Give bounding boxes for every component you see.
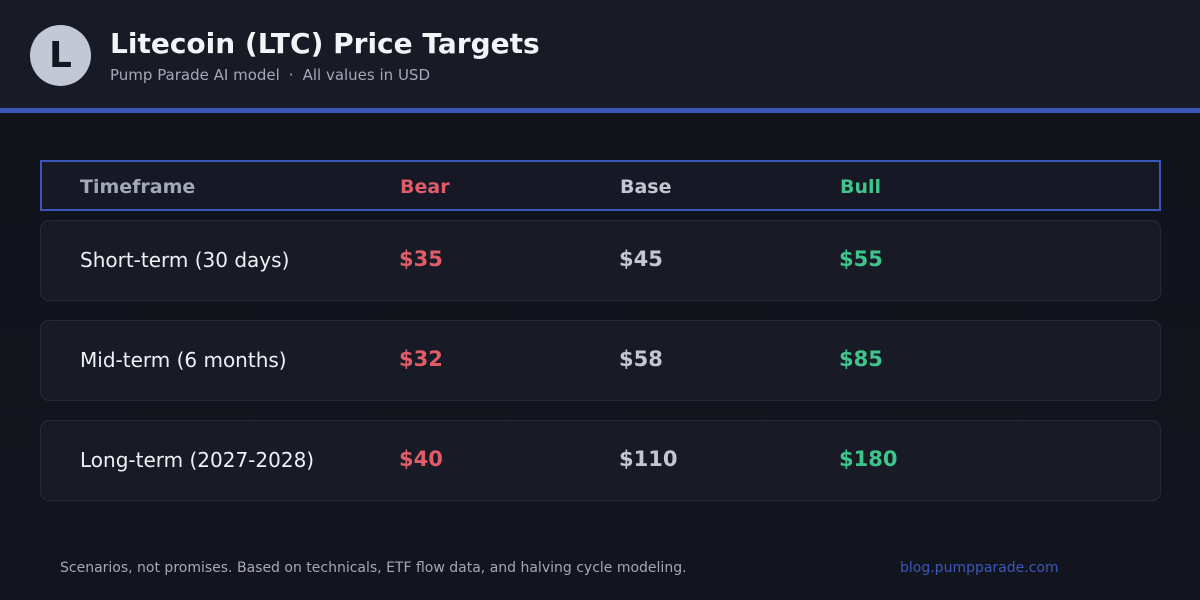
header-timeframe: Timeframe bbox=[80, 176, 196, 198]
row-base-value: $110 bbox=[619, 447, 678, 471]
row-bull-value: $180 bbox=[839, 447, 898, 471]
disclaimer-note: Scenarios, not promises. Based on techni… bbox=[60, 560, 687, 576]
header-base: Base bbox=[620, 176, 672, 198]
table-row: Mid-term (6 months) $32 $58 $85 bbox=[40, 320, 1161, 401]
litecoin-logo-icon: L bbox=[30, 25, 91, 86]
page-subtitle: Pump Parade AI model · All values in USD bbox=[110, 66, 430, 84]
header-bear: Bear bbox=[400, 176, 450, 198]
row-timeframe: Short-term (30 days) bbox=[80, 248, 290, 272]
header-accent-divider bbox=[0, 108, 1200, 113]
subtitle-units: All values in USD bbox=[302, 66, 430, 84]
subtitle-source: Pump Parade AI model bbox=[110, 66, 280, 84]
row-bear-value: $40 bbox=[399, 447, 443, 471]
header-bull: Bull bbox=[840, 176, 882, 198]
subtitle-separator: · bbox=[288, 66, 294, 84]
table-row: Long-term (2027-2028) $40 $110 $180 bbox=[40, 420, 1161, 501]
table-header: Timeframe Bear Base Bull bbox=[40, 160, 1161, 211]
row-timeframe: Mid-term (6 months) bbox=[80, 348, 287, 372]
row-bear-value: $32 bbox=[399, 347, 443, 371]
header: L Litecoin (LTC) Price Targets Pump Para… bbox=[0, 0, 1200, 108]
page-title: Litecoin (LTC) Price Targets bbox=[110, 27, 540, 60]
row-bull-value: $55 bbox=[839, 247, 883, 271]
row-base-value: $58 bbox=[619, 347, 663, 371]
row-bear-value: $35 bbox=[399, 247, 443, 271]
row-timeframe: Long-term (2027-2028) bbox=[80, 448, 315, 472]
row-bull-value: $85 bbox=[839, 347, 883, 371]
row-base-value: $45 bbox=[619, 247, 663, 271]
blog-link[interactable]: blog.pumpparade.com bbox=[900, 560, 1059, 576]
table-row: Short-term (30 days) $35 $45 $55 bbox=[40, 220, 1161, 301]
